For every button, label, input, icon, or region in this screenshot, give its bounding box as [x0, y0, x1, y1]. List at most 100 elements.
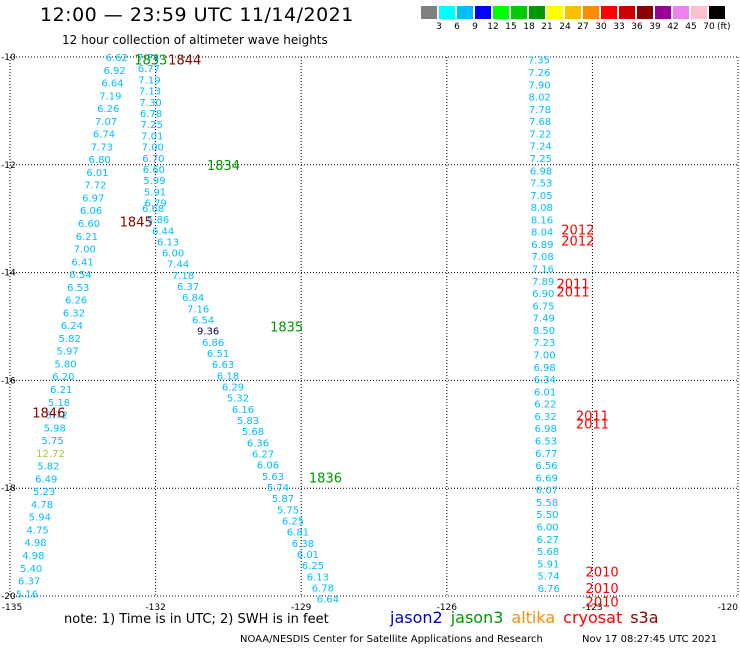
- wave-height-value: 6.00: [162, 249, 184, 260]
- wave-height-value: 5.63: [262, 472, 284, 483]
- pass-time-label: 1836: [309, 471, 342, 486]
- wave-height-value: 6.07: [536, 486, 558, 497]
- generated-timestamp: Nov 17 08:27:45 UTC 2021: [582, 634, 717, 645]
- wave-height-value: 6.53: [67, 283, 89, 294]
- wave-height-value: 7.53: [530, 179, 552, 190]
- legend-cryosat: cryosat: [563, 608, 622, 627]
- wave-height-value: 6.98: [530, 166, 552, 177]
- wave-height-value: 7.23: [533, 338, 555, 349]
- wave-height-value: 6.01: [534, 387, 556, 398]
- wave-height-value: 6.78: [140, 109, 162, 120]
- wave-height-value: 6.21: [76, 232, 98, 243]
- lon-tick-label: -135: [2, 603, 22, 613]
- wave-height-value: 6.06: [80, 206, 102, 217]
- lat-lon-grid: [10, 57, 738, 596]
- wave-height-value: 5.75: [42, 436, 64, 447]
- wave-height-value: 5.91: [537, 559, 559, 570]
- pass-time-label: 1834: [207, 159, 240, 174]
- wave-height-value: 5.32: [227, 394, 249, 405]
- wave-height-value: 7.19: [138, 75, 160, 86]
- satellite-legend: jason2 jason3 altika cryosat s3a: [390, 608, 667, 627]
- wave-height-value: 5.68: [537, 547, 559, 558]
- wave-height-value: 6.16: [232, 405, 254, 416]
- wave-height-value: 7.44: [167, 260, 189, 271]
- legend-s3a: s3a: [630, 608, 658, 627]
- wave-height-value: 7.35: [528, 56, 550, 67]
- wave-height-value: 6.98: [534, 363, 556, 374]
- pass-time-label: 1835: [270, 321, 303, 336]
- wave-height-value: 7.73: [91, 142, 113, 153]
- wave-height-value: 6.51: [207, 349, 229, 360]
- wave-height-value: 7.24: [529, 142, 551, 153]
- wave-height-value: 6.69: [536, 473, 558, 484]
- wave-height-value: 5.74: [267, 483, 289, 494]
- wave-height-value: 6.68: [142, 204, 164, 215]
- wave-height-value: 6.64: [101, 79, 123, 90]
- wave-height-value: 7.30: [139, 98, 161, 109]
- wave-height-value: 6.49: [35, 474, 57, 485]
- lon-tick-label: -120: [718, 603, 739, 613]
- wave-height-value: 6.41: [71, 257, 93, 268]
- wave-height-value: 7.26: [528, 68, 550, 79]
- wave-height-value: 6.00: [536, 522, 558, 533]
- wave-height-value: 5.94: [29, 513, 51, 524]
- wave-height-value: 6.64: [317, 595, 339, 606]
- wave-height-value: 6.27: [252, 450, 274, 461]
- wave-height-value: 6.76: [538, 584, 560, 595]
- pass-time-label: 2012: [561, 234, 594, 249]
- wave-height-value: 6.70: [142, 154, 164, 165]
- wave-height-value: 7.25: [530, 154, 552, 165]
- wave-height-value: 6.56: [535, 461, 557, 472]
- lat-tick-label: -20: [1, 592, 16, 602]
- wave-height-value: 6.54: [192, 316, 214, 327]
- wave-height-value: 7.22: [529, 129, 551, 140]
- wave-height-value: 7.78: [529, 105, 551, 116]
- wave-height-value: 6.06: [257, 461, 279, 472]
- wave-height-value: 6.38: [292, 539, 314, 550]
- wave-height-value: 7.49: [533, 314, 555, 325]
- wave-height-value: 7.89: [532, 277, 554, 288]
- wave-height-value: 7.25: [141, 120, 163, 131]
- wave-height-value: 5.16: [16, 589, 38, 600]
- wave-height-value: 5.40: [20, 564, 42, 575]
- wave-height-value: 7.19: [99, 91, 121, 102]
- wave-height-value: 5.68: [242, 427, 264, 438]
- lat-tick-label: -18: [1, 484, 16, 494]
- credit-line: NOAA/NESDIS Center for Satellite Applica…: [240, 634, 543, 645]
- wave-height-value: 6.53: [535, 437, 557, 448]
- wave-height-value: 5.82: [59, 334, 81, 345]
- wave-height-value: 6.98: [535, 424, 557, 435]
- wave-height-value: 4.75: [27, 525, 49, 536]
- wave-height-value: 6.60: [78, 219, 100, 230]
- wave-height-value: 7.72: [84, 181, 106, 192]
- wave-height-value: 6.34: [534, 375, 556, 386]
- wave-height-value: 7.00: [142, 143, 164, 154]
- wave-height-value: 8.02: [529, 93, 551, 104]
- wave-height-value: 7.08: [531, 252, 553, 263]
- wave-height-value: 6.25: [302, 561, 324, 572]
- wave-height-value: 5.91: [144, 187, 166, 198]
- wave-height-value: 6.81: [287, 528, 309, 539]
- wave-height-value: 9.36: [197, 327, 219, 338]
- wave-height-value: 8.50: [533, 326, 555, 337]
- pass-time-label: 1846: [32, 407, 65, 422]
- wave-height-value: 7.13: [139, 87, 161, 98]
- wave-height-value: 5.98: [44, 423, 66, 434]
- wave-height-value: 7.90: [528, 80, 550, 91]
- wave-height-value: 6.13: [157, 237, 179, 248]
- wave-height-value: 6.37: [177, 282, 199, 293]
- wave-height-value: 6.75: [532, 301, 554, 312]
- wave-height-value: 5.58: [536, 498, 558, 509]
- wave-height-value: 6.29: [222, 383, 244, 394]
- lat-tick-label: -12: [1, 161, 16, 171]
- legend-altika: altika: [511, 608, 555, 627]
- wave-height-value: 4.78: [31, 500, 53, 511]
- wave-height-value: 6.86: [202, 338, 224, 349]
- wave-height-value: 6.24: [61, 321, 83, 332]
- wave-height-value: 5.97: [56, 347, 78, 358]
- wave-height-value: 5.23: [33, 487, 55, 498]
- wave-height-value: 6.13: [307, 572, 329, 583]
- pass-time-label: 1845: [120, 215, 153, 230]
- wave-height-value: 6.22: [534, 400, 556, 411]
